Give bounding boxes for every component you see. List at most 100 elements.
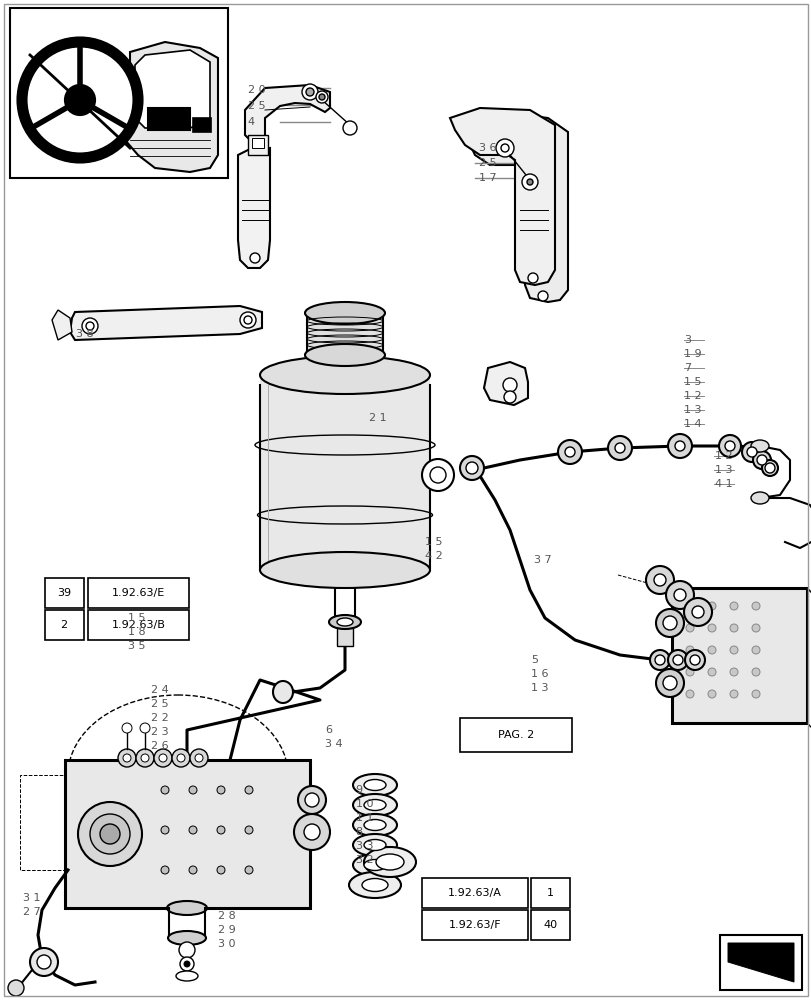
Circle shape <box>306 88 314 96</box>
Ellipse shape <box>167 901 207 915</box>
Polygon shape <box>483 362 527 405</box>
Bar <box>148 108 190 130</box>
Circle shape <box>177 754 185 762</box>
Circle shape <box>751 646 759 654</box>
Polygon shape <box>449 108 554 285</box>
Text: 4 1: 4 1 <box>714 479 732 489</box>
Circle shape <box>422 459 453 491</box>
Text: 2 5: 2 5 <box>478 158 496 168</box>
Circle shape <box>78 802 142 866</box>
Circle shape <box>37 955 51 969</box>
Text: 1 5: 1 5 <box>683 377 701 387</box>
Circle shape <box>646 566 673 594</box>
Circle shape <box>161 866 169 874</box>
Ellipse shape <box>363 847 415 877</box>
Text: 1 2: 1 2 <box>714 451 732 461</box>
Circle shape <box>707 602 715 610</box>
Circle shape <box>240 312 255 328</box>
Ellipse shape <box>349 872 401 898</box>
Text: 2 8: 2 8 <box>217 911 235 921</box>
Bar <box>672 588 806 723</box>
Circle shape <box>746 447 756 457</box>
Circle shape <box>217 826 225 834</box>
Circle shape <box>319 94 324 100</box>
Circle shape <box>504 391 515 403</box>
Ellipse shape <box>353 794 397 816</box>
Circle shape <box>685 668 693 676</box>
Text: 1.92.63/B: 1.92.63/B <box>111 620 165 630</box>
Circle shape <box>315 91 328 103</box>
Text: 3 3: 3 3 <box>355 841 373 851</box>
Bar <box>88 610 189 640</box>
Text: 2 2: 2 2 <box>151 713 169 723</box>
Circle shape <box>752 451 770 469</box>
Text: 3 2: 3 2 <box>355 855 373 865</box>
Text: 2 5: 2 5 <box>151 699 169 709</box>
Text: 8: 8 <box>355 827 363 837</box>
Polygon shape <box>727 943 793 982</box>
Text: 1 4: 1 4 <box>683 419 701 429</box>
Circle shape <box>685 690 693 698</box>
Polygon shape <box>247 135 268 155</box>
Text: 2 9: 2 9 <box>217 925 235 935</box>
Circle shape <box>729 668 737 676</box>
Text: 1 3: 1 3 <box>683 405 701 415</box>
Circle shape <box>674 441 684 451</box>
Circle shape <box>180 957 194 971</box>
Circle shape <box>139 723 150 733</box>
Text: 4: 4 <box>247 117 255 127</box>
Ellipse shape <box>363 779 385 790</box>
Text: 9: 9 <box>355 785 363 795</box>
Circle shape <box>557 440 581 464</box>
Ellipse shape <box>750 492 768 504</box>
Text: 1 9: 1 9 <box>683 349 701 359</box>
Bar <box>88 578 189 608</box>
Text: 7: 7 <box>683 363 690 373</box>
Text: 3 0: 3 0 <box>217 939 235 949</box>
Text: 2 6: 2 6 <box>151 741 169 751</box>
Text: 2 7: 2 7 <box>23 907 41 917</box>
Circle shape <box>82 318 98 334</box>
Text: 39: 39 <box>57 588 71 598</box>
Circle shape <box>527 273 538 283</box>
Circle shape <box>764 463 774 473</box>
Circle shape <box>663 616 676 630</box>
Circle shape <box>500 144 508 152</box>
Text: 5: 5 <box>530 655 538 665</box>
Circle shape <box>663 676 676 690</box>
Circle shape <box>118 749 135 767</box>
Circle shape <box>665 581 693 609</box>
Ellipse shape <box>353 834 397 856</box>
Ellipse shape <box>176 971 198 981</box>
Text: 3: 3 <box>683 335 690 345</box>
Circle shape <box>466 462 478 474</box>
Bar <box>719 935 801 990</box>
Polygon shape <box>245 85 329 145</box>
Circle shape <box>302 84 318 100</box>
Circle shape <box>159 754 167 762</box>
Ellipse shape <box>337 618 353 626</box>
Circle shape <box>90 814 130 854</box>
Circle shape <box>303 824 320 840</box>
Ellipse shape <box>353 814 397 836</box>
Text: 1 6: 1 6 <box>530 669 548 679</box>
Polygon shape <box>467 112 568 302</box>
Ellipse shape <box>305 302 384 324</box>
Polygon shape <box>52 310 72 340</box>
Circle shape <box>190 749 208 767</box>
Circle shape <box>172 749 190 767</box>
Circle shape <box>729 690 737 698</box>
Circle shape <box>243 316 251 324</box>
Text: 2: 2 <box>61 620 67 630</box>
Bar <box>422 878 527 908</box>
Circle shape <box>122 754 131 762</box>
Text: 4 2: 4 2 <box>425 551 443 561</box>
Circle shape <box>614 443 624 453</box>
Text: 3 8: 3 8 <box>76 329 94 339</box>
Text: 1 8: 1 8 <box>128 627 146 637</box>
Text: 3 1: 3 1 <box>23 893 41 903</box>
Circle shape <box>751 690 759 698</box>
Circle shape <box>655 609 683 637</box>
Bar <box>422 910 527 940</box>
Circle shape <box>756 455 766 465</box>
